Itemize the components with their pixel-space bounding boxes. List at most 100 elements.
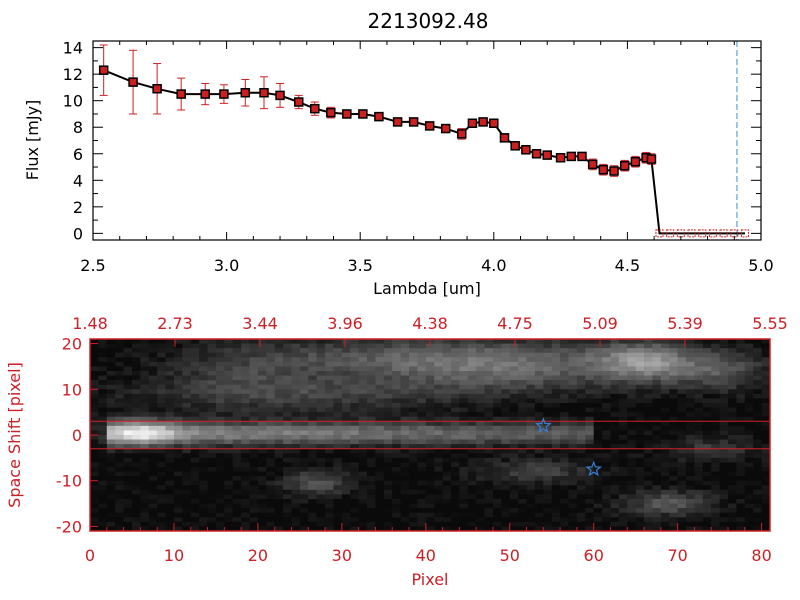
heatmap-cell <box>627 371 636 376</box>
heatmap-cell <box>627 448 636 454</box>
heatmap-cell <box>266 485 275 491</box>
heatmap-cell <box>568 457 578 463</box>
heatmap-cell <box>140 412 150 418</box>
heatmap-cell <box>299 503 309 509</box>
heatmap-cell <box>241 503 250 509</box>
heatmap-cell <box>660 462 670 468</box>
heatmap-cell <box>702 499 712 504</box>
heatmap-cell <box>728 403 737 408</box>
heatmap-cell <box>728 462 737 468</box>
heatmap-cell <box>610 471 620 477</box>
heatmap-cell <box>602 526 611 532</box>
heatmap-cell <box>644 512 653 518</box>
heatmap-cell <box>753 339 762 344</box>
heatmap-cell <box>325 512 334 518</box>
heatmap-cell <box>627 526 636 532</box>
heatmap-cell <box>316 366 326 372</box>
heatmap-cell <box>686 412 695 418</box>
heatmap-cell <box>131 407 141 413</box>
heatmap-cell <box>283 435 292 440</box>
heatmap-cell <box>257 430 267 436</box>
heatmap-cell <box>131 521 141 527</box>
heatmap-cell <box>669 339 678 344</box>
heatmap-cell <box>484 357 494 363</box>
heatmap-cell <box>660 467 670 472</box>
heatmap-cell <box>660 494 670 500</box>
heatmap-cell <box>148 508 158 514</box>
heatmap-cell <box>568 503 578 509</box>
heatmap-cell <box>190 457 200 463</box>
heatmap-cell <box>215 357 225 363</box>
heatmap-cell <box>459 339 469 344</box>
heatmap-cell <box>215 457 225 463</box>
heatmap-cell <box>90 467 99 472</box>
heatmap-cell <box>157 348 166 354</box>
heatmap-cell <box>199 467 208 472</box>
heatmap-cell <box>325 476 334 482</box>
heatmap-cell <box>106 352 116 358</box>
heatmap-cell <box>602 361 611 367</box>
heatmap-cell <box>534 357 544 363</box>
heatmap-cell <box>350 462 359 468</box>
heatmap-cell <box>702 384 712 390</box>
heatmap-cell <box>576 499 586 504</box>
heatmap-cell <box>543 384 553 390</box>
spectrum-point <box>342 109 352 119</box>
heatmap-cell <box>627 499 636 504</box>
heatmap-cell <box>719 457 729 463</box>
heatmap-cell <box>686 517 695 523</box>
heatmap-cell <box>509 425 519 431</box>
heatmap-cell <box>400 462 410 468</box>
heatmap-cell <box>291 494 301 500</box>
heatmap-cell <box>392 457 401 463</box>
heatmap-cell <box>450 489 460 495</box>
heatmap-cell <box>182 485 192 491</box>
heatmap-cell <box>669 430 678 436</box>
heatmap-cell <box>753 444 762 450</box>
heatmap-cell <box>484 453 494 459</box>
heatmap-cell <box>308 352 317 358</box>
heatmap-cell <box>173 503 183 509</box>
heatmap-cell <box>492 339 502 344</box>
heatmap-cell <box>90 444 99 450</box>
spectrum-point-zero <box>698 229 707 238</box>
heatmap-cell <box>686 521 695 527</box>
heatmap-cell <box>241 361 250 367</box>
heatmap-cell <box>409 361 418 367</box>
heatmap-cell <box>140 403 150 408</box>
heatmap-cell <box>148 489 158 495</box>
heatmap-cell <box>98 489 108 495</box>
heatmap-cell <box>98 439 108 445</box>
heatmap-cell <box>367 371 376 376</box>
heatmap-cell <box>644 375 653 381</box>
heatmap-cell <box>450 343 460 349</box>
heatmap-cell <box>241 439 250 445</box>
heatmap-cell <box>199 457 208 463</box>
heatmap-cell <box>652 439 662 445</box>
heatmap-cell <box>333 435 343 440</box>
heatmap-cell <box>728 416 737 422</box>
heatmap-cell <box>467 508 477 514</box>
heatmap-cell <box>660 439 670 445</box>
heatmap-cell <box>753 476 762 482</box>
heatmap-cell <box>283 343 292 349</box>
heatmap-cell <box>761 403 771 408</box>
heatmap-cell <box>702 444 712 450</box>
heatmap-cell <box>669 476 678 482</box>
heatmap-cell <box>417 430 427 436</box>
heatmap-cell <box>711 457 720 463</box>
heatmap-cell <box>325 439 334 445</box>
heatmap-cell <box>551 517 561 523</box>
heatmap-cell <box>257 444 267 450</box>
heatmap-cell <box>702 471 712 477</box>
heatmap-cell <box>509 435 519 440</box>
heatmap-cell <box>341 476 351 482</box>
heatmap-cell <box>274 448 284 454</box>
heatmap-cell <box>702 361 712 367</box>
heatmap-cell <box>266 448 275 454</box>
heatmap-cell <box>450 476 460 482</box>
heatmap-cell <box>165 357 175 363</box>
heatmap-cell <box>744 398 754 404</box>
heatmap-cell <box>602 421 611 427</box>
heatmap-cell <box>526 375 536 381</box>
